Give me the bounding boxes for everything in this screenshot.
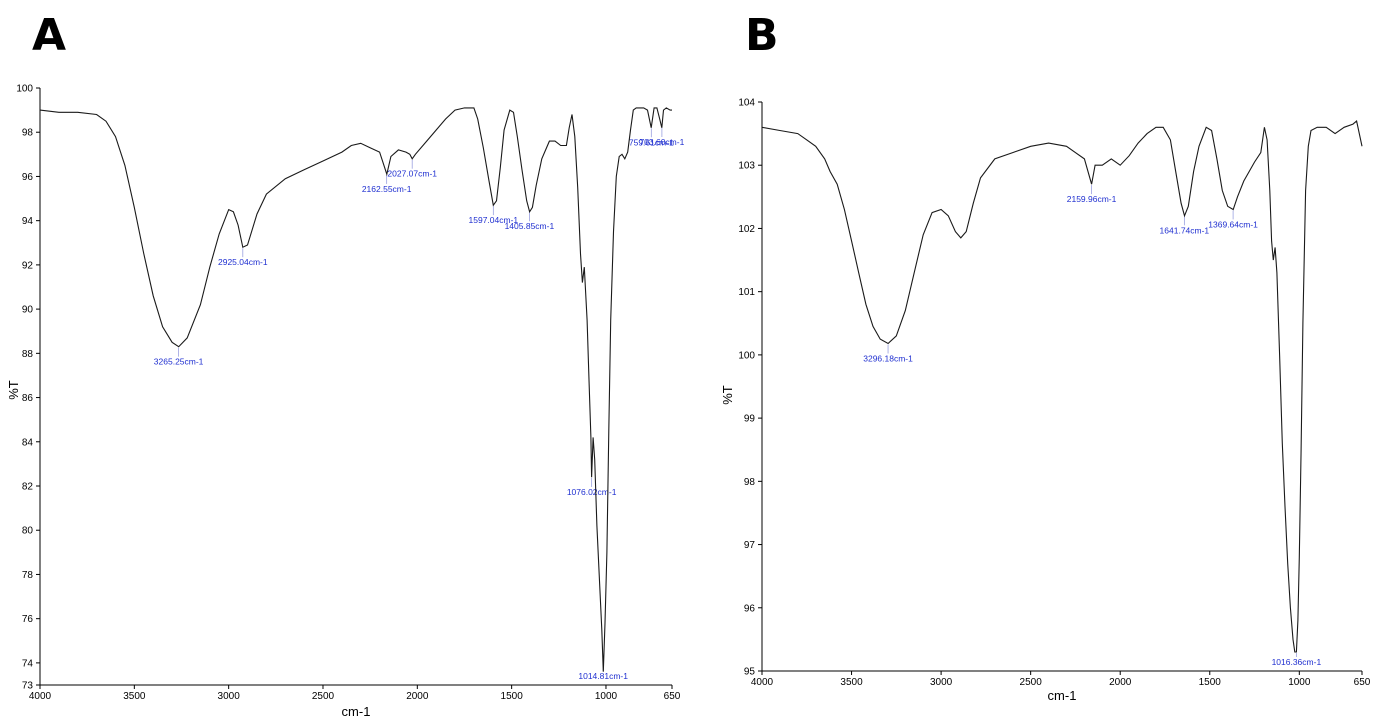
y-tick-label-b: 95 xyxy=(744,667,756,678)
x-tick-label-a: 2500 xyxy=(312,691,335,702)
y-tick-label-b: 100 xyxy=(738,350,755,361)
x-tick-label-a: 1000 xyxy=(595,691,618,702)
y-axis-title-a: %T xyxy=(6,380,21,400)
y-tick-label-b: 99 xyxy=(744,414,756,425)
peak-label-b: 1016.36cm-1 xyxy=(1272,657,1322,667)
y-axis-title-b: %T xyxy=(720,385,735,405)
annotation-group-b: 3296.18cm-1 2159.96cm-1 1641.74cm-11369.64… xyxy=(863,185,1321,667)
y-tick-label-b: 103 xyxy=(738,161,755,172)
y-tick-label-a: 76 xyxy=(22,614,34,625)
x-tick-label-b: 650 xyxy=(1354,677,1371,688)
x-axis-title-b: cm-1 xyxy=(1048,688,1077,703)
peak-label-a: 1597.04cm-1 xyxy=(469,215,519,225)
y-tick-label-a: 78 xyxy=(22,570,34,581)
peak-label-b: 2159.96cm-1 xyxy=(1067,194,1117,204)
x-tick-label-a: 3000 xyxy=(218,691,241,702)
y-tick-label-a: 84 xyxy=(22,437,34,448)
peak-label-a: 1076.02cm-1 xyxy=(567,487,617,497)
y-tick-label-a: 100 xyxy=(16,84,33,95)
peak-label-a: 2027.07cm-1 xyxy=(387,169,437,179)
peak-label-a: 3265.25cm-1 xyxy=(154,357,204,367)
x-tick-label-b: 2000 xyxy=(1109,677,1132,688)
x-tick-label-b: 1000 xyxy=(1288,677,1311,688)
peak-label-a: 2925.04cm-1 xyxy=(218,257,268,267)
spectrum-line-a xyxy=(39,107,672,672)
y-tick-label-a: 92 xyxy=(22,260,34,271)
tick-group-a: 4000 3500 3000 2500 2000 1500 1000 650 73 74 76 78 8… xyxy=(16,84,680,703)
x-tick-label-a: 4000 xyxy=(29,691,52,702)
y-tick-label-b: 96 xyxy=(744,603,756,614)
x-tick-label-b: 3500 xyxy=(840,677,863,688)
peak-label-b: 1369.64cm-1 xyxy=(1208,219,1258,229)
peak-label-a: 759.61cm-1 xyxy=(629,137,674,147)
y-tick-label-a: 88 xyxy=(22,349,34,360)
tick-group-b: 4000 3500 3000 2500 2000 1500 1000 650 95 96 97 98 9… xyxy=(738,98,1370,689)
y-tick-label-a: 90 xyxy=(22,305,34,316)
y-tick-label-a: 73 xyxy=(22,681,34,692)
panel-label-a: A xyxy=(32,10,66,61)
peak-label-a: 1014.81cm-1 xyxy=(578,671,628,681)
x-tick-label-a: 650 xyxy=(664,691,681,702)
x-tick-label-a: 2000 xyxy=(406,691,429,702)
spectrum-line-b xyxy=(761,119,1363,653)
peak-label-b: 3296.18cm-1 xyxy=(863,353,913,363)
y-tick-label-a: 98 xyxy=(22,128,34,139)
peak-label-a: 2162.55cm-1 xyxy=(362,184,412,194)
y-tick-label-a: 74 xyxy=(22,658,34,669)
annotation-group-a: 3265.25cm-1 2925.04cm-1 2162.55cm-1 2027.07… xyxy=(154,128,685,681)
y-tick-label-b: 98 xyxy=(744,477,756,488)
peak-label-b: 1641.74cm-1 xyxy=(1160,225,1210,235)
x-tick-label-a: 3500 xyxy=(123,691,146,702)
x-tick-label-a: 1500 xyxy=(501,691,524,702)
x-tick-label-b: 2500 xyxy=(1020,677,1043,688)
x-tick-label-b: 3000 xyxy=(930,677,953,688)
x-tick-label-b: 1500 xyxy=(1199,677,1222,688)
peak-label-a: 1405.85cm-1 xyxy=(505,221,555,231)
y-tick-label-a: 96 xyxy=(22,172,34,183)
y-tick-label-a: 80 xyxy=(22,526,34,537)
peak-label-a: 703.60cm-1 xyxy=(639,137,684,147)
y-tick-label-b: 104 xyxy=(738,98,755,109)
x-tick-label-b: 4000 xyxy=(751,677,774,688)
chart-panel-b: B 4000 3500 3000 2500 2000 1500 1000 650 95 96 97 9… xyxy=(720,10,1371,703)
x-axis-title-a: cm-1 xyxy=(342,704,371,719)
chart-panel-a: A 4000 3500 3000 2500 2000 1500 1000 650 73 74 76 7… xyxy=(6,10,685,719)
panel-label-b: B xyxy=(745,10,779,61)
y-tick-label-a: 82 xyxy=(22,482,34,493)
y-tick-label-b: 97 xyxy=(744,540,756,551)
y-tick-label-b: 101 xyxy=(738,287,755,298)
y-tick-label-b: 102 xyxy=(738,224,755,235)
y-tick-label-a: 86 xyxy=(22,393,34,404)
y-tick-label-a: 94 xyxy=(22,216,34,227)
